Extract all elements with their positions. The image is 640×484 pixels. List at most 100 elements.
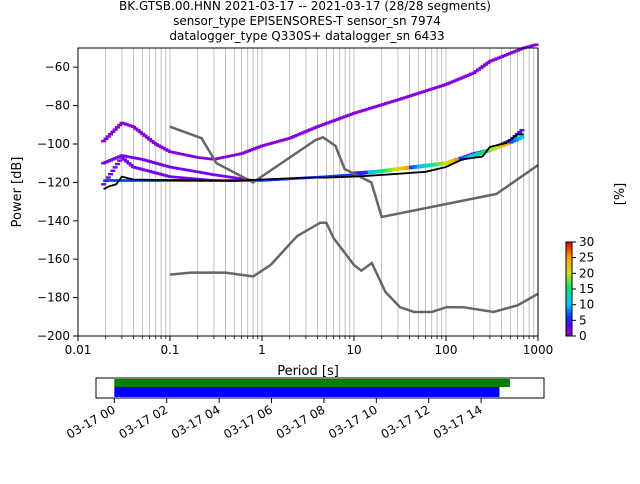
colorbar-swatch	[566, 268, 572, 271]
colorbar-tick-label: 5	[579, 313, 587, 327]
colorbar-swatch	[566, 295, 572, 298]
psd-cell	[117, 123, 123, 127]
availability-tick-label: 03-17 00	[64, 402, 118, 441]
colorbar-swatch	[566, 292, 572, 295]
psd-cell	[420, 164, 426, 168]
psd-cell	[480, 65, 486, 68]
x-axis-label: Period [s]	[277, 364, 339, 379]
psd-heat-bands	[101, 43, 539, 186]
psd-cell	[378, 169, 384, 173]
colorbar-swatch	[566, 332, 572, 335]
psd-cell	[142, 134, 148, 137]
psd-cell	[114, 126, 120, 129]
colorbar-swatch	[566, 307, 572, 310]
psd-cell	[158, 145, 164, 149]
colorbar-swatch	[566, 263, 572, 266]
colorbar-swatch	[566, 299, 572, 303]
psd-cell	[124, 160, 130, 163]
availability-tick-label: 03-17 12	[379, 402, 433, 441]
high-noise-model-line	[169, 125, 539, 219]
y-tick-label: −100	[37, 137, 70, 151]
colorbar-swatch	[566, 321, 572, 324]
psd-cell	[110, 169, 116, 172]
psd-plot-area: 0.01 0.1 1 10 100 1000 −200 −180 −160 −140 −120 −10…	[10, 43, 553, 379]
psd-cell	[414, 164, 420, 169]
psd-cell	[367, 170, 373, 175]
psd-cell	[135, 129, 141, 132]
availability-frame	[95, 377, 545, 399]
psd-cell	[447, 160, 453, 164]
psd-cell	[478, 151, 484, 155]
colorbar-swatch	[566, 267, 572, 270]
availability-tick-label: 03-17 08	[274, 402, 328, 441]
colorbar-swatch	[566, 259, 572, 262]
psd-cell	[444, 160, 450, 165]
psd-cell	[480, 150, 486, 154]
psd-cell	[417, 164, 423, 169]
psd-cell	[105, 135, 111, 138]
psd-cell	[406, 165, 412, 170]
x-tick-label: 1	[258, 343, 266, 357]
psd-cell	[381, 168, 387, 173]
psd-cell	[489, 147, 495, 152]
psd-cell	[508, 140, 514, 144]
psd-cell	[442, 161, 448, 166]
colorbar-tick-label: 0	[579, 329, 587, 343]
psd-cell	[511, 138, 517, 143]
colorbar-swatch	[566, 303, 572, 306]
x-tick-label: 10	[346, 343, 361, 357]
psd-cell	[472, 153, 478, 157]
psd-cell	[156, 144, 162, 147]
colorbar-swatch	[566, 326, 572, 329]
colorbar-swatch	[566, 278, 572, 281]
colorbar-swatch	[566, 270, 572, 273]
colorbar-swatch	[566, 273, 572, 276]
colorbar-swatch	[566, 254, 572, 257]
psd-cell	[108, 133, 114, 136]
psd-cell	[478, 66, 484, 70]
psd-cell	[485, 61, 491, 65]
colorbar-swatch	[566, 251, 572, 254]
colorbar-swatch	[566, 284, 572, 287]
psd-cell	[373, 170, 379, 174]
psd-cell	[154, 143, 160, 146]
psd-cell	[467, 154, 473, 159]
psd-cell	[144, 136, 150, 139]
colorbar-swatch	[566, 328, 572, 331]
colorbar-swatch	[566, 312, 572, 315]
chart-title-line1: BK.GTSB.00.HNN 2021-03-17 -- 2021-03-17 …	[119, 0, 491, 13]
psd-cell	[137, 130, 143, 134]
psd-cell	[140, 132, 146, 136]
colorbar-swatch	[566, 323, 572, 326]
colorbar-swatch	[566, 290, 572, 293]
psd-cell	[398, 166, 404, 171]
psd-cell	[117, 159, 123, 162]
colorbar-swatch	[566, 248, 572, 251]
psd-cell	[387, 168, 393, 172]
colorbar-swatch	[566, 296, 572, 299]
psd-cell	[453, 158, 459, 163]
psd-cell	[105, 176, 111, 179]
psd-cell	[114, 162, 120, 166]
psd-cell	[103, 137, 109, 141]
psd-cell	[425, 163, 431, 168]
psd-cell	[471, 71, 477, 74]
y-tick-label: −120	[37, 175, 70, 189]
y-tick-label: −140	[37, 214, 70, 228]
colorbar-tick-label: 30	[579, 235, 594, 249]
colorbar-swatch	[566, 306, 572, 309]
mean-psd-line	[103, 133, 524, 190]
colorbar-swatch	[566, 252, 572, 256]
psd-cell	[500, 143, 506, 148]
colorbar-tick-label: 10	[579, 298, 594, 312]
psd-cell	[476, 68, 482, 71]
availability-tick-label: 03-17 02	[117, 402, 171, 441]
availability-bar-green	[114, 379, 510, 387]
colorbar-swatch	[566, 243, 572, 246]
psd-cell	[110, 130, 116, 134]
colorbar-label: [%]	[613, 183, 628, 206]
psd-cell	[433, 162, 439, 167]
